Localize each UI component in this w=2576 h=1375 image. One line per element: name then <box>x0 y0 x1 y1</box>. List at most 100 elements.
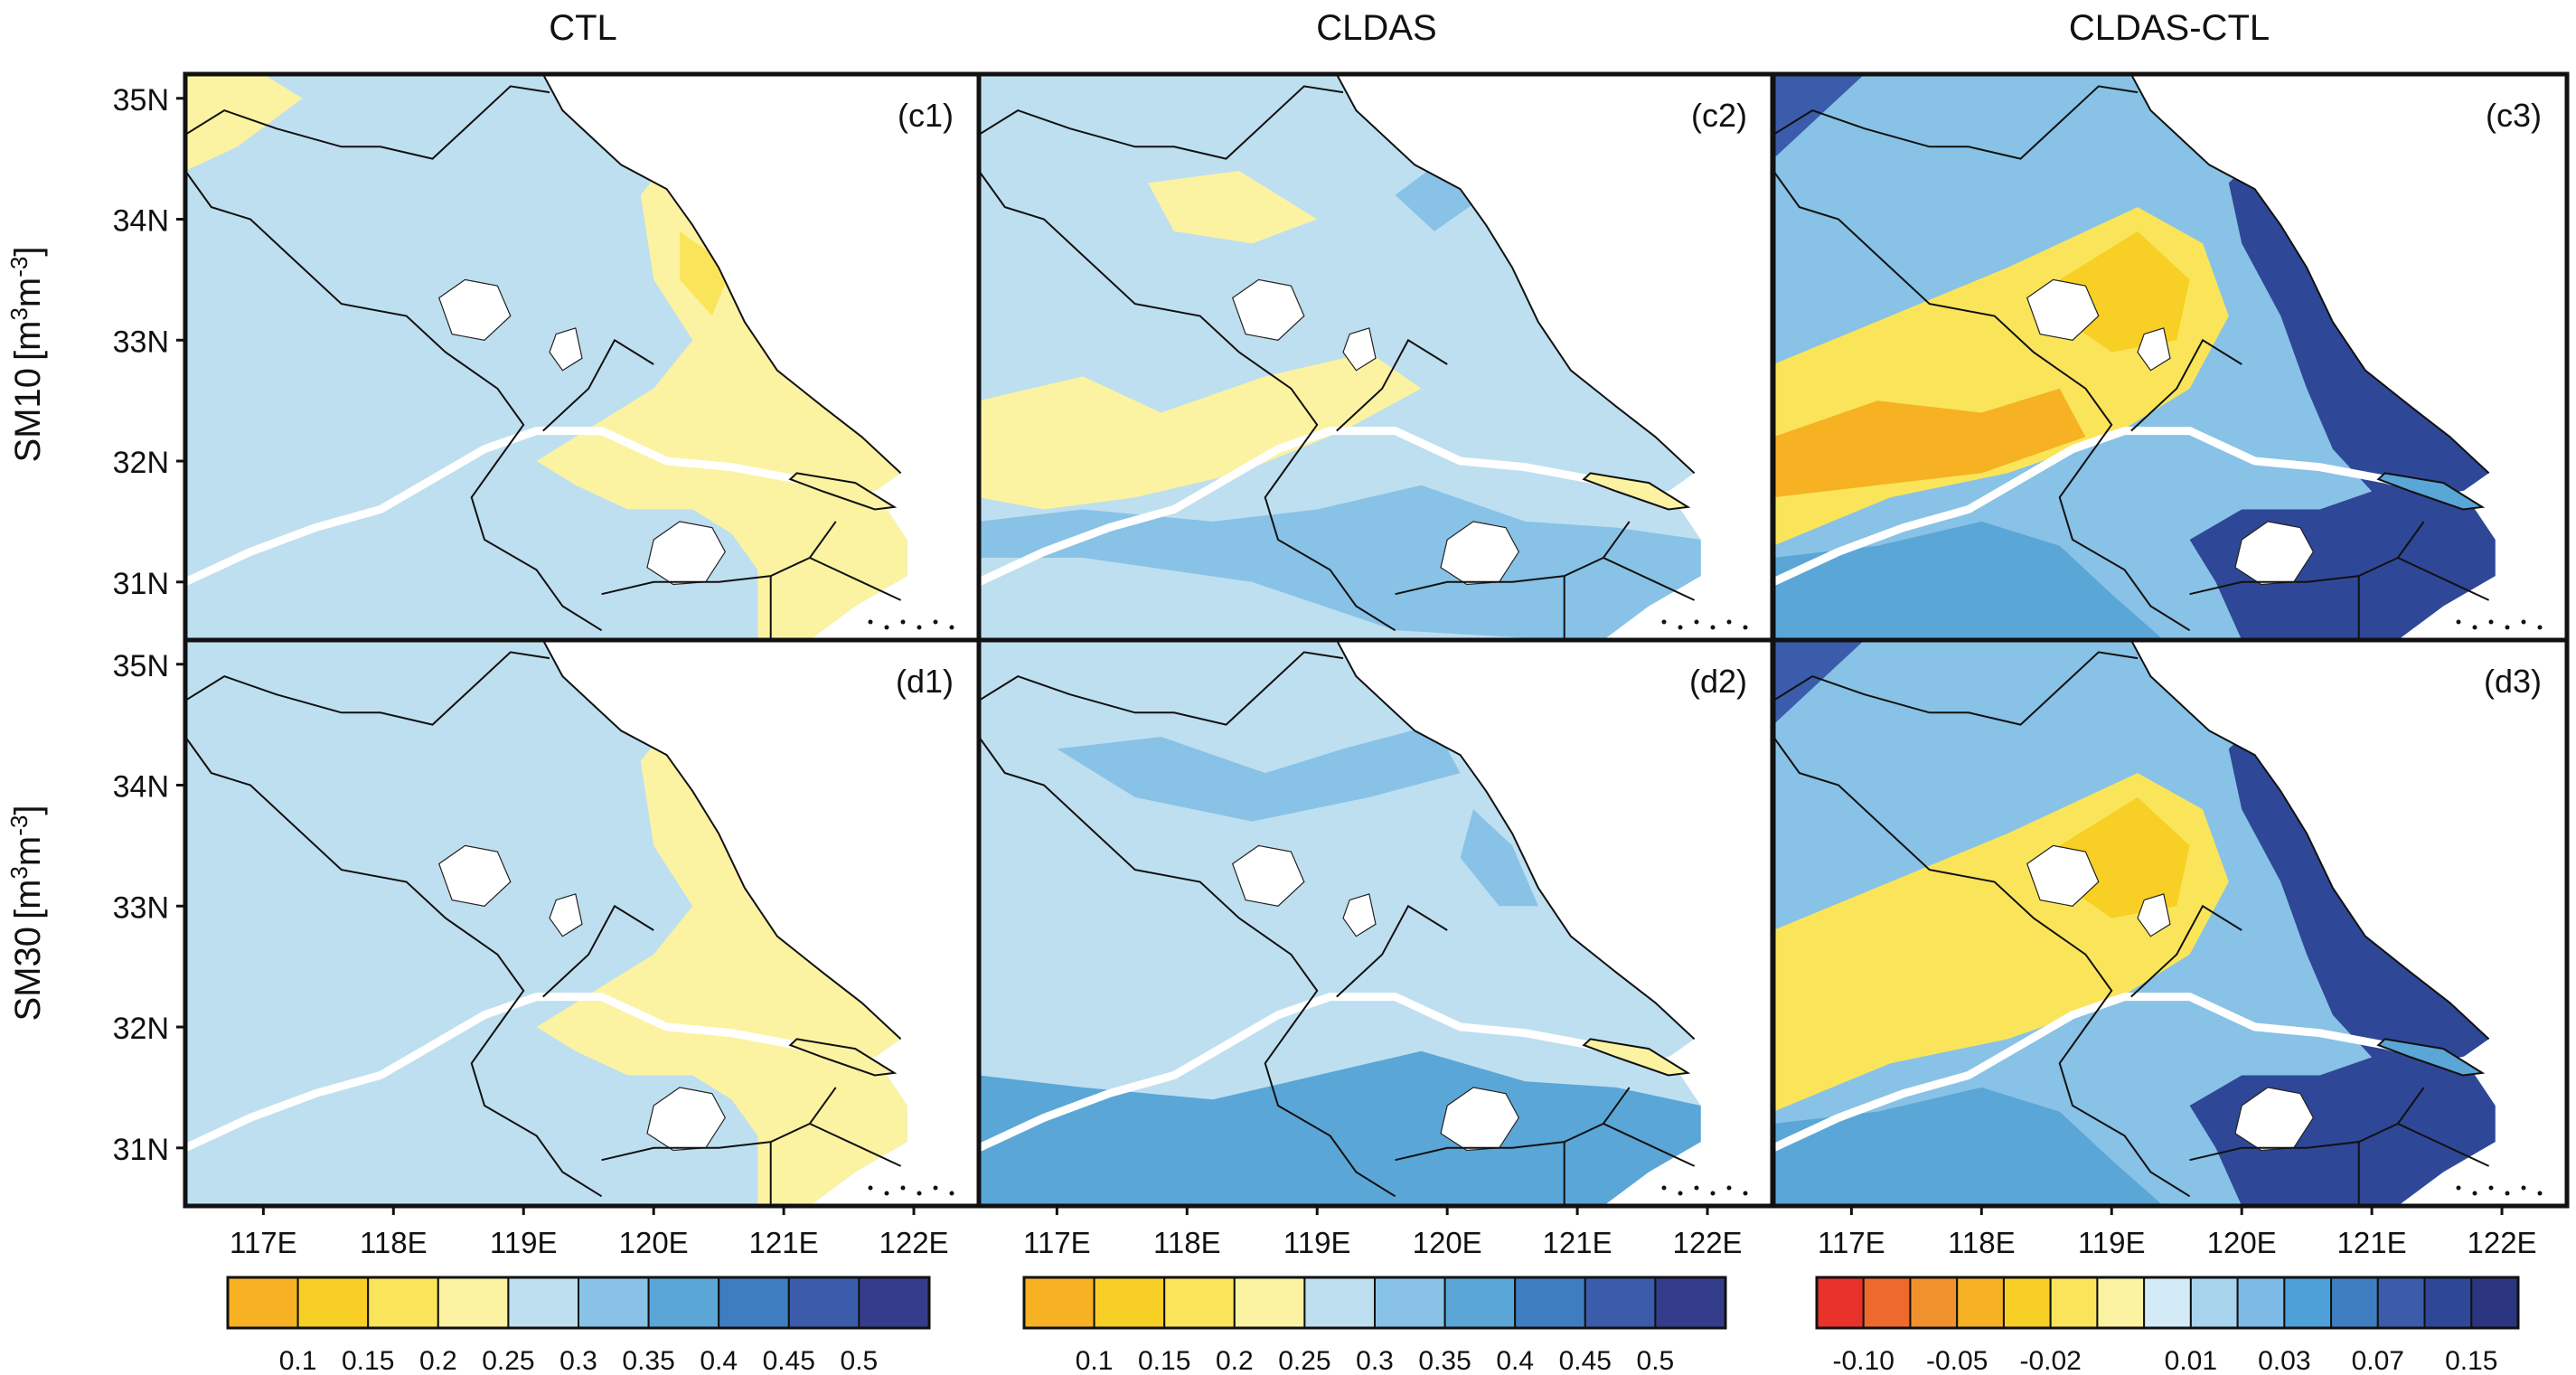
colorbar-swatch <box>1584 1276 1657 1329</box>
longitude-label: 117E <box>230 1226 297 1259</box>
panel-label: (d3) <box>2484 663 2542 700</box>
island-dot <box>900 1185 906 1191</box>
island-dot <box>1694 1185 1699 1191</box>
colorbar-swatch <box>1093 1276 1166 1329</box>
soil-moisture-region <box>1773 388 2086 498</box>
island-dot <box>2488 1185 2494 1191</box>
colorbar-label: 0.15 <box>1138 1346 1190 1375</box>
latitude-labels: 35N 34N 33N 32N 31N 35N 34N 33N 32N 31N <box>113 83 169 1167</box>
island <box>788 472 898 511</box>
island-dot <box>1661 619 1667 625</box>
colorbar-swatch <box>2143 1276 2192 1329</box>
row-title-sm30: SM30[m3m-3] <box>5 805 48 1022</box>
province-border <box>979 170 1396 632</box>
province-border <box>542 338 654 432</box>
longitude-label: 120E <box>619 1226 689 1259</box>
colorbar-1: 0.1 0.15 0.2 0.25 0.3 0.35 0.4 0.45 0.5 <box>226 1276 931 1375</box>
soil-moisture-region <box>979 485 1701 640</box>
latitude-label: 34N <box>113 770 169 805</box>
province-border <box>1603 1123 1696 1167</box>
map-panels: (c1) (c2) (c3) (d1) (d2) (d3) <box>176 71 2570 1215</box>
longitude-label: 117E <box>1023 1226 1091 1259</box>
province-border <box>185 736 603 1198</box>
colorbar-swatch <box>2002 1276 2052 1329</box>
coastline <box>979 640 1696 1041</box>
province-border <box>2130 904 2242 998</box>
province-border <box>1336 904 1448 998</box>
lake <box>646 521 726 586</box>
province-border <box>979 736 1396 1198</box>
colorbar-label: 0.3 <box>1356 1346 1394 1375</box>
colorbar-label: 0.4 <box>700 1346 738 1375</box>
soil-moisture-region <box>536 146 907 640</box>
lake <box>2026 278 2100 341</box>
soil-moisture-region <box>1057 724 1461 822</box>
row-title-sm10: SM10[m3m-3] <box>5 247 48 463</box>
colorbar-swatch <box>787 1276 860 1329</box>
colorbar-swatch <box>1163 1276 1236 1329</box>
colorbar-label: 0.15 <box>342 1346 394 1375</box>
longitude-label: 119E <box>490 1226 558 1259</box>
island-dot <box>884 1191 889 1196</box>
colorbar-swatch <box>2049 1276 2099 1329</box>
province-border <box>809 557 902 601</box>
colorbar-swatch <box>1909 1276 1959 1329</box>
longitude-label: 118E <box>1153 1226 1221 1259</box>
island-dot <box>2488 619 2494 625</box>
colorbar-swatch <box>1303 1276 1376 1329</box>
island-dot <box>1694 619 1699 625</box>
island-dot <box>868 1185 873 1191</box>
colorbar-swatch <box>507 1276 579 1329</box>
svg-text:SM30[m3m-3]: SM30[m3m-3] <box>5 805 48 1022</box>
province-border <box>1395 521 1631 596</box>
colorbar-swatch <box>1654 1276 1727 1329</box>
colorbar-label: -0.02 <box>2019 1346 2081 1375</box>
colorbar-swatch <box>578 1276 650 1329</box>
colorbar-label: 0.45 <box>1559 1346 1612 1375</box>
colorbar-frame <box>1022 1276 1727 1330</box>
colorbar-label: 0.4 <box>1496 1346 1534 1375</box>
province-border <box>2189 1087 2425 1162</box>
island <box>2376 472 2486 511</box>
island-dot <box>868 619 873 625</box>
latitude-label: 33N <box>113 890 169 925</box>
soil-moisture-region <box>2189 146 2496 640</box>
colorbar-swatch <box>1023 1276 1095 1329</box>
longitude-label: 121E <box>1543 1226 1612 1259</box>
latitude-label: 32N <box>113 1012 169 1046</box>
longitude-label: 122E <box>2467 1226 2536 1259</box>
colorbar-swatch <box>2283 1276 2333 1329</box>
colorbars: 0.1 0.15 0.2 0.25 0.3 0.35 0.4 0.45 0.5 0.1 0.15 0.… <box>226 1276 2520 1375</box>
lake <box>1342 327 1377 372</box>
lake <box>2137 327 2171 372</box>
lake <box>2137 893 2171 937</box>
longitude-label: 121E <box>2337 1226 2407 1259</box>
island-dot <box>1710 1191 1716 1196</box>
province-border <box>2397 557 2490 601</box>
colorbar-label: 0.15 <box>2445 1346 2497 1375</box>
colorbar-label: 0.25 <box>1278 1346 1330 1375</box>
map-panel-d2: (d2) <box>976 637 1775 1215</box>
latitude-label: 33N <box>113 325 169 359</box>
colorbar-label: 0.01 <box>2165 1346 2217 1375</box>
province-border <box>2397 1123 2490 1167</box>
lake <box>646 1087 726 1152</box>
colorbar-swatch <box>1443 1276 1517 1329</box>
island-dot <box>2456 1185 2461 1191</box>
colorbar-swatch <box>1374 1276 1446 1329</box>
column-title-diff: CLDAS-CTL <box>2069 8 2270 48</box>
colorbar-swatch <box>1514 1276 1586 1329</box>
island-dot <box>2472 1191 2477 1196</box>
colorbar-label: 0.1 <box>279 1346 317 1375</box>
panel-label: (c2) <box>1691 97 1747 134</box>
colorbar-label: 0.5 <box>1637 1346 1675 1375</box>
latitude-label: 35N <box>113 83 169 118</box>
colorbar-swatch <box>437 1276 510 1329</box>
colorbar-2: 0.1 0.15 0.2 0.25 0.3 0.35 0.4 0.45 0.5 <box>1022 1276 1727 1375</box>
column-title-ctl: CTL <box>549 8 617 48</box>
colorbar-swatch <box>1862 1276 1912 1329</box>
colorbar-label: 0.07 <box>2352 1346 2404 1375</box>
island-dot <box>917 1191 922 1196</box>
colorbar-swatch <box>2376 1276 2426 1329</box>
lake <box>1231 278 1305 341</box>
